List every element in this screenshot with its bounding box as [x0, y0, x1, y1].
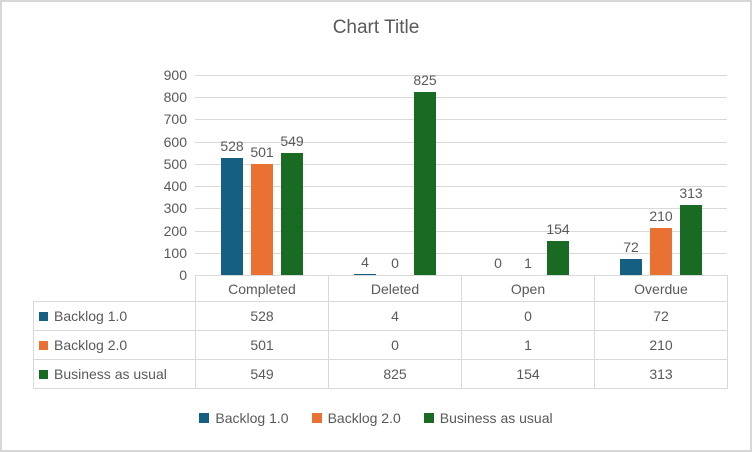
table-value-cell: 313 [594, 359, 728, 389]
bar[interactable] [650, 228, 672, 275]
chart-title[interactable]: Chart Title [332, 17, 420, 38]
bar[interactable] [354, 274, 376, 275]
table-row: Backlog 2.0 501 0 1 210 [33, 330, 728, 360]
series-swatch [39, 341, 48, 350]
series-swatch [39, 312, 48, 321]
category-header-cell: Open [461, 275, 595, 302]
table-value-cell: 0 [328, 330, 462, 360]
legend-label: Backlog 2.0 [327, 410, 401, 426]
table-value-cell: 501 [195, 330, 329, 360]
category-header-cell: Overdue [594, 275, 728, 302]
legend-label: Backlog 1.0 [215, 410, 289, 426]
table-value-cell: 210 [594, 330, 728, 360]
gridline [195, 142, 727, 143]
table-value-cell: 72 [594, 301, 728, 331]
legend-swatch [311, 413, 322, 423]
bar-value-label: 1 [524, 255, 532, 271]
y-axis-tick-label: 800 [163, 89, 187, 105]
bar[interactable] [620, 259, 642, 275]
table-row: Business as usual 549 825 154 313 [33, 359, 728, 389]
y-axis-tick-label: 500 [163, 156, 187, 172]
gridline [195, 119, 727, 120]
data-table: Completed Deleted Open Overdue Backlog 1.0 52… [33, 275, 728, 389]
table-value-cell: 549 [195, 359, 329, 389]
y-axis-tick-label: 0 [179, 267, 187, 283]
legend-swatch [423, 413, 434, 423]
legend: Backlog 1.0 Backlog 2.0 Business as usual [0, 410, 752, 426]
gridline [195, 75, 727, 76]
bar-value-label: 825 [413, 72, 437, 88]
bar-value-label: 210 [649, 208, 673, 224]
bar[interactable] [221, 157, 243, 275]
bar-value-label: 72 [623, 239, 639, 255]
legend-label: Business as usual [439, 410, 553, 426]
bar[interactable] [547, 240, 569, 275]
table-value-cell: 825 [328, 359, 462, 389]
category-header-cell: Completed [195, 275, 329, 302]
bar-value-label: 501 [250, 144, 274, 160]
table-corner-cell [34, 276, 196, 302]
bar[interactable] [414, 91, 436, 275]
table-value-cell: 528 [195, 301, 329, 331]
bar-value-label: 154 [546, 221, 570, 237]
series-label-cell: Backlog 2.0 [33, 330, 196, 360]
bar[interactable] [281, 153, 303, 275]
table-value-cell: 1 [461, 330, 595, 360]
bar-value-label: 549 [280, 133, 304, 149]
bar[interactable] [680, 205, 702, 275]
y-axis-tick-label: 900 [163, 67, 187, 83]
gridline [195, 208, 727, 209]
series-label-cell: Business as usual [33, 359, 196, 389]
y-axis-tick-label: 700 [163, 111, 187, 127]
legend-swatch [199, 413, 210, 423]
table-value-cell: 4 [328, 301, 462, 331]
bar-value-label: 0 [391, 255, 399, 271]
gridline [195, 164, 727, 165]
y-axis-tick-label: 300 [163, 200, 187, 216]
series-label-cell: Backlog 1.0 [33, 301, 196, 331]
category-header-cell: Deleted [328, 275, 462, 302]
series-name: Business as usual [54, 366, 167, 382]
y-axis-tick-label: 200 [163, 223, 187, 239]
bar-value-label: 4 [361, 254, 369, 270]
gridline [195, 186, 727, 187]
legend-item[interactable]: Backlog 1.0 [199, 410, 289, 426]
table-value-cell: 0 [461, 301, 595, 331]
gridline [195, 231, 727, 232]
table-value-cell: 154 [461, 359, 595, 389]
gridline [195, 253, 727, 254]
series-name: Backlog 2.0 [54, 337, 128, 353]
gridline [195, 97, 727, 98]
legend-item[interactable]: Business as usual [423, 410, 553, 426]
bar-value-label: 0 [494, 255, 502, 271]
bar-value-label: 313 [679, 185, 703, 201]
y-axis-tick-label: 600 [163, 134, 187, 150]
bar-value-label: 528 [220, 138, 244, 154]
table-row: Backlog 1.0 528 4 0 72 [33, 301, 728, 331]
bar[interactable] [251, 163, 273, 275]
series-swatch [39, 370, 48, 379]
series-name: Backlog 1.0 [54, 308, 128, 324]
legend-item[interactable]: Backlog 2.0 [311, 410, 401, 426]
y-axis-tick-label: 100 [163, 245, 187, 261]
y-axis-tick-label: 400 [163, 178, 187, 194]
